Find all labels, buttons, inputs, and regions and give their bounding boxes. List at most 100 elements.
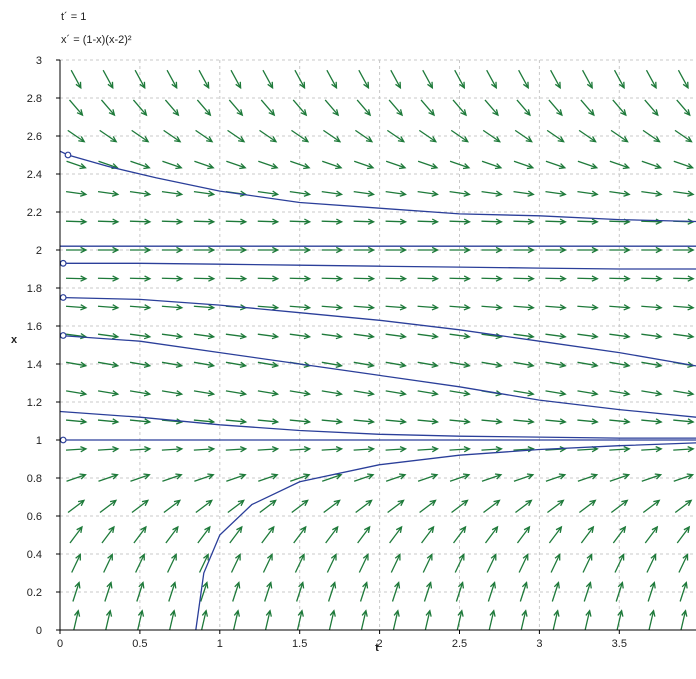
field-arrow	[545, 218, 567, 225]
field-arrow	[321, 361, 343, 368]
field-arrow	[449, 190, 471, 197]
field-arrow	[648, 609, 656, 631]
field-arrow	[390, 69, 402, 90]
field-arrow	[417, 160, 439, 170]
field-arrow	[513, 218, 535, 225]
field-arrow	[97, 190, 120, 197]
field-arrow	[355, 499, 373, 514]
field-arrow	[481, 473, 503, 482]
field-arrow	[609, 332, 631, 340]
field-arrow	[290, 160, 311, 170]
y-tick-label: 1.8	[27, 283, 42, 295]
field-arrow	[356, 99, 372, 117]
grid	[60, 59, 696, 630]
field-arrow	[324, 99, 340, 117]
field-arrow	[545, 418, 567, 425]
field-arrow	[513, 190, 535, 197]
field-arrow	[616, 609, 624, 631]
field-arrow	[609, 160, 631, 170]
field-arrow	[200, 581, 209, 602]
field-arrow	[357, 525, 371, 544]
field-arrow	[321, 332, 344, 340]
field-arrow	[257, 275, 280, 282]
field-arrow	[417, 418, 439, 425]
x-tick-label: 1	[217, 638, 223, 650]
field-arrow	[577, 332, 599, 340]
field-arrow	[451, 499, 469, 514]
field-arrow	[449, 304, 471, 311]
solution-curves	[59, 150, 696, 631]
field-arrow	[163, 129, 182, 143]
field-arrow	[257, 246, 280, 254]
field-arrow	[289, 390, 312, 397]
y-tick-label: 1	[36, 435, 42, 447]
field-arrow	[449, 218, 471, 225]
field-arrow	[642, 499, 661, 514]
solution-curve	[195, 442, 696, 631]
field-arrow	[129, 190, 152, 197]
field-arrow	[609, 246, 631, 254]
field-arrow	[101, 525, 115, 544]
field-arrow	[193, 275, 216, 282]
field-arrow	[609, 304, 631, 311]
field-arrow	[516, 99, 531, 117]
field-arrow	[513, 246, 535, 254]
field-arrow	[353, 304, 376, 311]
field-arrow	[165, 525, 179, 544]
field-arrow	[547, 499, 565, 514]
field-arrow	[545, 332, 567, 340]
field-arrow	[353, 332, 376, 340]
field-arrow	[645, 69, 657, 90]
y-tick-label: 1.4	[27, 359, 42, 371]
field-arrow	[422, 553, 433, 573]
field-arrow	[65, 218, 88, 225]
field-arrow	[644, 525, 659, 544]
field-arrow	[481, 445, 503, 453]
field-arrow	[289, 275, 312, 282]
field-arrow	[232, 609, 241, 631]
field-arrow	[484, 99, 499, 117]
field-arrow	[577, 418, 599, 425]
field-arrow	[417, 332, 439, 340]
field-arrow	[520, 609, 528, 631]
field-arrow	[417, 445, 440, 453]
x-tick-label: 0	[57, 638, 63, 650]
field-arrow	[230, 69, 242, 90]
field-arrow	[257, 332, 280, 340]
y-tick-label: 2.4	[27, 169, 42, 181]
field-arrow	[129, 304, 152, 311]
field-arrow	[641, 190, 663, 197]
field-arrow	[65, 445, 88, 453]
field-arrow	[225, 275, 248, 282]
field-arrow	[486, 553, 497, 573]
field-arrow	[680, 609, 688, 631]
field-arrow	[487, 581, 497, 602]
field-arrow	[449, 418, 471, 425]
field-arrow	[193, 361, 216, 368]
field-arrow	[641, 418, 663, 425]
field-arrow	[488, 609, 496, 631]
field-arrow	[102, 69, 114, 90]
field-arrow	[130, 160, 151, 170]
y-tick-label: 2	[36, 245, 42, 257]
field-arrow	[259, 499, 277, 514]
field-arrow	[641, 445, 663, 453]
y-tick-label: 0	[36, 625, 42, 637]
field-arrow	[577, 246, 599, 254]
field-arrow	[99, 129, 118, 143]
field-arrow	[641, 246, 663, 254]
field-arrow	[193, 190, 216, 197]
field-arrow	[583, 581, 592, 602]
field-arrow	[193, 445, 216, 453]
tick-labels: 0 0.5 1 1.5 2 2.5 3 3.5 0 0.2 0.4 0.6 0.8 1 1.2 1.4 1.6 1…	[27, 55, 627, 650]
field-arrow	[673, 275, 695, 282]
field-arrow	[513, 390, 535, 397]
field-arrow	[584, 609, 592, 631]
field-arrow	[550, 69, 561, 90]
field-arrow	[321, 418, 344, 425]
field-arrow	[677, 69, 689, 90]
field-arrow	[97, 332, 120, 340]
field-arrow	[641, 160, 663, 170]
field-arrow	[673, 418, 695, 425]
field-arrow	[518, 553, 529, 573]
